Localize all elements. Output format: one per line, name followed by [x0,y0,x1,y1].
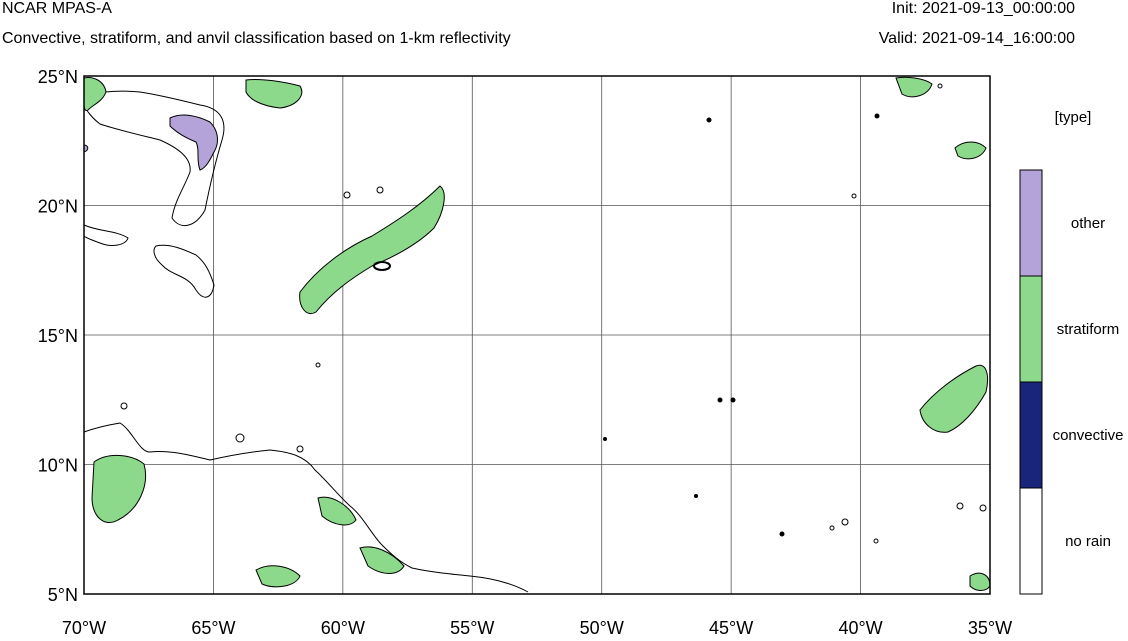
cell-19 [296,445,304,453]
valid-time: Valid: 2021-09-14_16:00:00 [878,30,1075,47]
init-time: Init: 2021-09-13_00:00:00 [891,0,1075,17]
lat-tick-label: 15°N [38,326,78,346]
stratiform-patch-7 [91,455,146,523]
coastline-hispaniola [83,224,129,246]
cell-ellipse-1 [373,261,391,271]
cell-4 [730,397,736,403]
coastline-puerto-rico [153,244,215,298]
cell-10 [873,538,879,544]
lon-tick-label: 65°W [191,618,235,638]
cell-13 [851,193,857,199]
lon-tick-label: 45°W [709,618,753,638]
lon-tick-label: 55°W [450,618,494,638]
coastlines [83,90,529,593]
stratiform-patch-9 [255,565,301,588]
legend-label: convective [1053,427,1124,444]
cell-3 [717,397,723,403]
latitude-tick-labels: 25°N 20°N 15°N 10°N 5°N [38,67,78,605]
cell-6 [694,494,698,498]
map-border [83,75,991,595]
precip-other-patches [83,114,218,171]
legend-label: no rain [1065,533,1111,550]
legend-label: stratiform [1057,321,1120,338]
stratiform-patch-5 [919,364,989,433]
stratiform-patch-8 [317,496,357,526]
cell-17 [120,402,128,410]
cell-16 [315,362,321,368]
stratiform-patch-3 [299,185,445,314]
lon-tick-label: 70°W [62,618,106,638]
legend-swatch [1019,169,1043,277]
cell-9 [841,518,849,526]
legend: [type] other stratiform convective no rain [1019,109,1124,595]
map-title: NCAR MPAS-A [2,0,112,17]
lon-tick-label: 35°W [968,618,1012,638]
legend-swatch [1019,275,1043,383]
legend-swatch [1019,487,1043,595]
cell-14 [343,191,351,199]
stratiform-patch-2 [245,79,303,109]
cell-12 [979,504,987,512]
gridlines [84,76,990,594]
legend-swatch [1019,381,1043,489]
cell-20 [937,83,943,89]
other-patch-1 [169,114,218,171]
cell-5 [603,437,607,441]
cell-2 [874,113,880,119]
lon-tick-label: 50°W [580,618,624,638]
cell-8 [829,525,835,531]
map-subtitle: Convective, stratiform, and anvil classi… [2,30,511,47]
lat-tick-label: 10°N [38,456,78,476]
coastline-south-america [83,422,529,593]
stratiform-patch-1 [83,77,107,111]
longitude-tick-labels: 70°W 65°W 60°W 55°W 50°W 45°W 40°W 35°W [62,618,1012,638]
legend-boxes: other stratiform convective no rain [1019,169,1124,595]
stratiform-patch-10 [359,546,405,574]
cell-1 [706,117,712,123]
cell-18 [235,433,245,443]
cell-11 [956,502,964,510]
legend-label: other [1071,215,1105,232]
lat-tick-label: 25°N [38,67,78,87]
cell-7 [779,531,785,537]
precip-stratiform-patches [83,76,991,591]
stratiform-patch-6 [954,141,987,160]
lat-tick-label: 20°N [38,197,78,217]
precip-small-cells [120,83,987,544]
stratiform-patch-11 [969,572,991,591]
stratiform-patch-4 [895,76,933,98]
lon-tick-label: 60°W [321,618,365,638]
lat-tick-label: 5°N [48,585,78,605]
lon-tick-label: 40°W [838,618,882,638]
cell-15 [376,186,384,194]
legend-title: [type] [1055,109,1092,126]
map-frame [83,75,991,595]
coastline-outline-north [83,90,225,226]
